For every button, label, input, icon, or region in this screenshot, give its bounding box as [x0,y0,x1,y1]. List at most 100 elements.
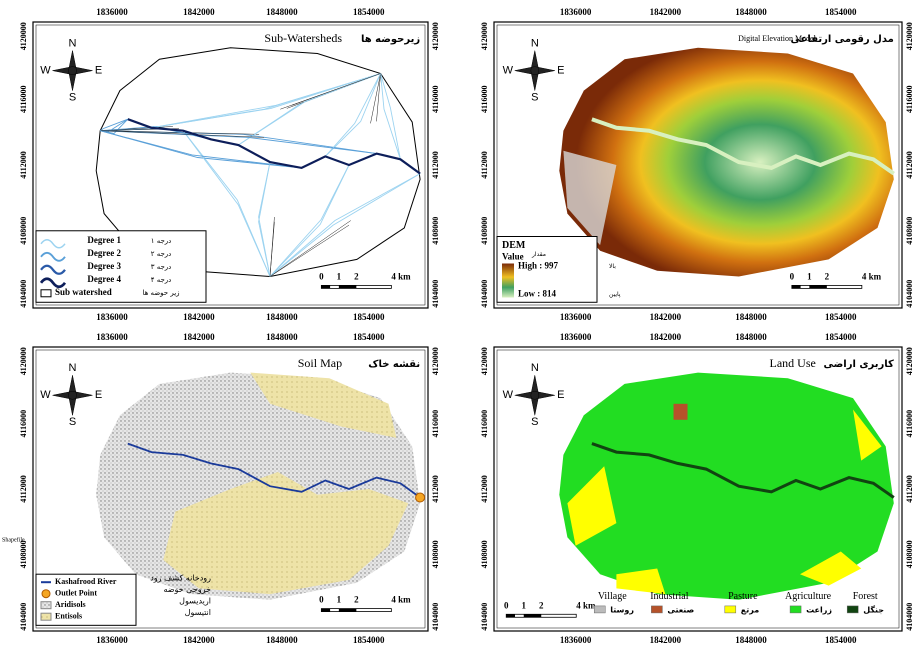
sub-watershed-boundary [280,73,381,110]
industrial [673,403,688,420]
compass-letter: S [531,416,538,428]
stream [269,173,421,277]
legend-label-fa: صنعتی [667,605,694,614]
y-coordinate-label: 4104000 [431,603,440,631]
scale-bar [321,608,331,612]
y-coordinate-label: 4116000 [431,410,440,438]
stream [238,73,381,146]
compass-letter: E [95,65,102,77]
sub-watershed-boundary [370,73,381,124]
y-coordinate-label: 4116000 [905,85,914,113]
stream [100,130,302,169]
entisols [250,372,397,438]
legend-swatch [40,289,52,298]
legend-label-fa: زراعت [806,605,832,614]
legend-label-fa: پایین [609,291,621,298]
x-coordinate-label: 1854000 [353,7,385,17]
legend-label: Entisols [55,612,82,621]
north-arrow [52,375,93,416]
y-coordinate-label: 4108000 [480,540,489,568]
x-coordinate-label: 1848000 [266,312,298,322]
y-coordinate-label: 4104000 [905,280,914,308]
valley [591,117,895,176]
legend-label: Village [598,591,627,602]
legend-label: Low : 814 [518,289,556,299]
legend-label: Agriculture [785,591,832,602]
y-coordinate-label: 4120000 [431,22,440,50]
legend-label-fa: درجه ۳ [151,263,172,271]
legend-swatch [40,601,52,610]
y-coordinate-label: 4116000 [19,410,28,438]
low-relief [563,150,617,246]
legend-title: DEM [502,240,526,251]
y-coordinate-label: 4108000 [19,540,28,568]
y-coordinate-label: 4108000 [905,217,914,245]
panel-title-en: Digital Elevation Model [738,34,817,43]
compass-letter: W [503,65,514,77]
legend-label: Kashafrood River [55,577,117,586]
panel-inner-frame [35,24,426,306]
scale-label: 2 [825,271,830,281]
y-coordinate-label: 4112000 [431,151,440,179]
y-coordinate-label: 4104000 [19,603,28,631]
compass-letter: W [40,389,51,401]
x-coordinate-label: 1842000 [650,635,682,645]
legend-swatch [41,589,51,599]
legend-box [35,230,207,303]
scale-bar [523,614,542,618]
y-coordinate-label: 4112000 [431,475,440,503]
y-coordinate-label: 4108000 [431,217,440,245]
x-coordinate-label: 1848000 [735,312,767,322]
scale-label: 1 [337,595,342,605]
y-coordinate-label: 4116000 [431,85,440,113]
x-coordinate-label: 1854000 [825,7,857,17]
stream [269,164,350,277]
sub-watershed-boundary [269,224,350,277]
legend-swatch [39,277,67,289]
stream [182,130,271,277]
y-coordinate-label: 4108000 [19,217,28,245]
x-coordinate-label: 1836000 [96,312,128,322]
scale-label: 0 [319,595,324,605]
panel-inner-frame [496,349,900,629]
panel-title-en: Soil Map [298,356,342,370]
stream [258,162,271,277]
x-coordinate-label: 1848000 [735,635,767,645]
legend-label-fa: اریدیسول [179,597,211,606]
scale-label: 4 km [391,595,411,605]
y-coordinate-label: 4108000 [480,217,489,245]
legend-label-fa: مقدار [531,251,546,258]
stream [324,73,381,157]
legend-swatch [40,612,52,621]
y-coordinate-label: 4116000 [905,410,914,438]
scale-label: 0 [319,271,324,281]
legend-label: Industrial [650,591,689,602]
outlet-point [415,492,426,503]
sub-watershed-boundary [100,130,265,138]
stream [380,73,401,160]
scale-bar [338,608,357,612]
compass-letter: N [69,362,77,374]
y-coordinate-label: 4120000 [905,22,914,50]
y-coordinate-label: 4112000 [19,151,28,179]
y-coordinate-label: 4120000 [431,347,440,375]
y-coordinate-label: 4104000 [480,603,489,631]
x-coordinate-label: 1836000 [96,7,128,17]
x-coordinate-label: 1848000 [266,332,298,342]
x-coordinate-label: 1854000 [353,635,385,645]
legend-label: Degree 3 [87,261,121,271]
x-coordinate-label: 1854000 [353,332,385,342]
legend-label: Outlet Point [55,589,97,598]
scale-label: 4 km [862,271,882,281]
legend-label-fa: خروجی حوضه [163,585,211,594]
scale-label: 2 [539,600,544,610]
panel-title: نقشه خاک [368,359,420,370]
compass-letter: E [95,389,102,401]
compass-letter: E [557,389,564,401]
legend-label-fa: روستا [610,605,634,614]
scale-label: 4 km [576,600,596,610]
panel-title: زیرحوضه ها [361,34,420,45]
legend-label: Degree 4 [87,274,121,284]
compass-letter: E [557,65,564,77]
legend-box [35,573,137,626]
